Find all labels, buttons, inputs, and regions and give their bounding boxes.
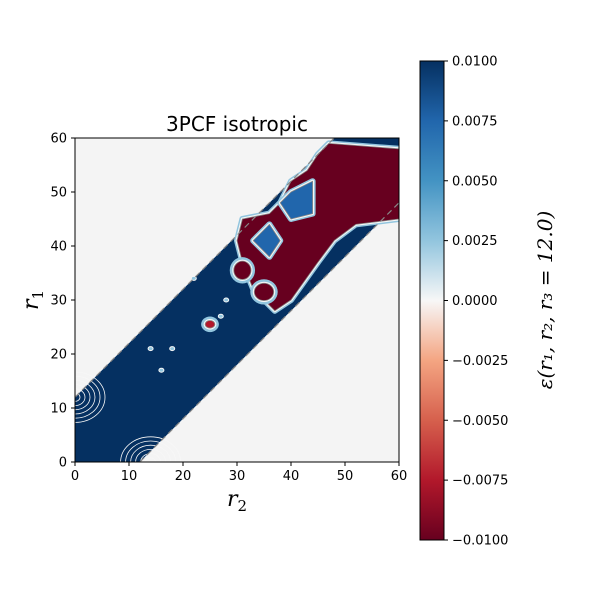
blob-core	[233, 260, 252, 280]
x-tick-label: 10	[121, 469, 138, 484]
x-axis: 0 10 20 30 40 50 60	[71, 462, 407, 484]
y-tick-label: 20	[50, 348, 67, 363]
colorbar-tick-label: 0.0025	[452, 234, 498, 249]
colorbar-tick-label: 0.0050	[452, 174, 498, 189]
contour-line	[140, 453, 161, 462]
contour-line	[75, 384, 91, 411]
speck	[158, 367, 165, 373]
y-tick-label: 50	[50, 186, 67, 201]
colorbar: 0.0100 0.0075 0.0050 0.0025 0.0000 −0.0025 −0.…	[419, 55, 508, 549]
colorbar-fill	[420, 61, 444, 540]
heatmap-layer	[75, 138, 399, 462]
plot-area: 0 10 20 30 40 50 60 0 10 20 30 40 50 60	[50, 132, 407, 485]
colorbar-ticks: 0.0100 0.0075 0.0050 0.0025 0.0000 −0.0025 −0.…	[444, 55, 508, 549]
region-core	[252, 223, 281, 258]
colorbar-label: ε(r₁, r₂, r₃ = 12.0)	[533, 211, 557, 390]
x-tick-label: 30	[229, 469, 246, 484]
blob-core	[253, 282, 275, 301]
y-axis-label: r1	[19, 290, 47, 310]
contour-line	[125, 440, 176, 462]
colorbar-tick-label: 0.0100	[452, 55, 498, 70]
colorbar-tick-label: −0.0100	[452, 534, 508, 549]
x-tick-label: 40	[283, 469, 300, 484]
x-tick-label: 60	[391, 469, 408, 484]
blob-core	[204, 320, 216, 329]
y-tick-label: 60	[50, 132, 67, 147]
band-edge	[75, 138, 335, 398]
band-edge	[139, 202, 399, 462]
contour-line	[75, 375, 101, 419]
region-core	[279, 180, 314, 220]
contour-line	[75, 388, 86, 406]
y-tick-label: 30	[50, 294, 67, 309]
contour-line	[130, 444, 171, 462]
contour-line	[75, 392, 81, 402]
x-tick-label: 50	[337, 469, 354, 484]
speck	[217, 313, 224, 319]
y-tick-label: 10	[50, 402, 67, 417]
contour-line	[75, 380, 96, 415]
contour-line	[75, 371, 106, 423]
speck	[147, 346, 154, 352]
speck	[190, 275, 197, 281]
y-axis: 0 10 20 30 40 50 60	[50, 132, 75, 471]
colorbar-tick-label: −0.0075	[452, 474, 508, 489]
colorbar-tick-label: −0.0025	[452, 354, 508, 369]
colorbar-tick-label: −0.0050	[452, 414, 508, 429]
colorbar-tick-label: 0.0075	[452, 114, 498, 129]
x-axis-label: r2	[227, 487, 247, 515]
y-tick-label: 0	[59, 456, 67, 471]
speck	[169, 346, 176, 352]
speck	[223, 297, 230, 303]
x-tick-label: 0	[71, 469, 79, 484]
x-tick-label: 20	[175, 469, 192, 484]
chart-title: 3PCF isotropic	[166, 112, 308, 136]
colorbar-tick-label: 0.0000	[452, 294, 498, 309]
y-tick-label: 40	[50, 240, 67, 255]
